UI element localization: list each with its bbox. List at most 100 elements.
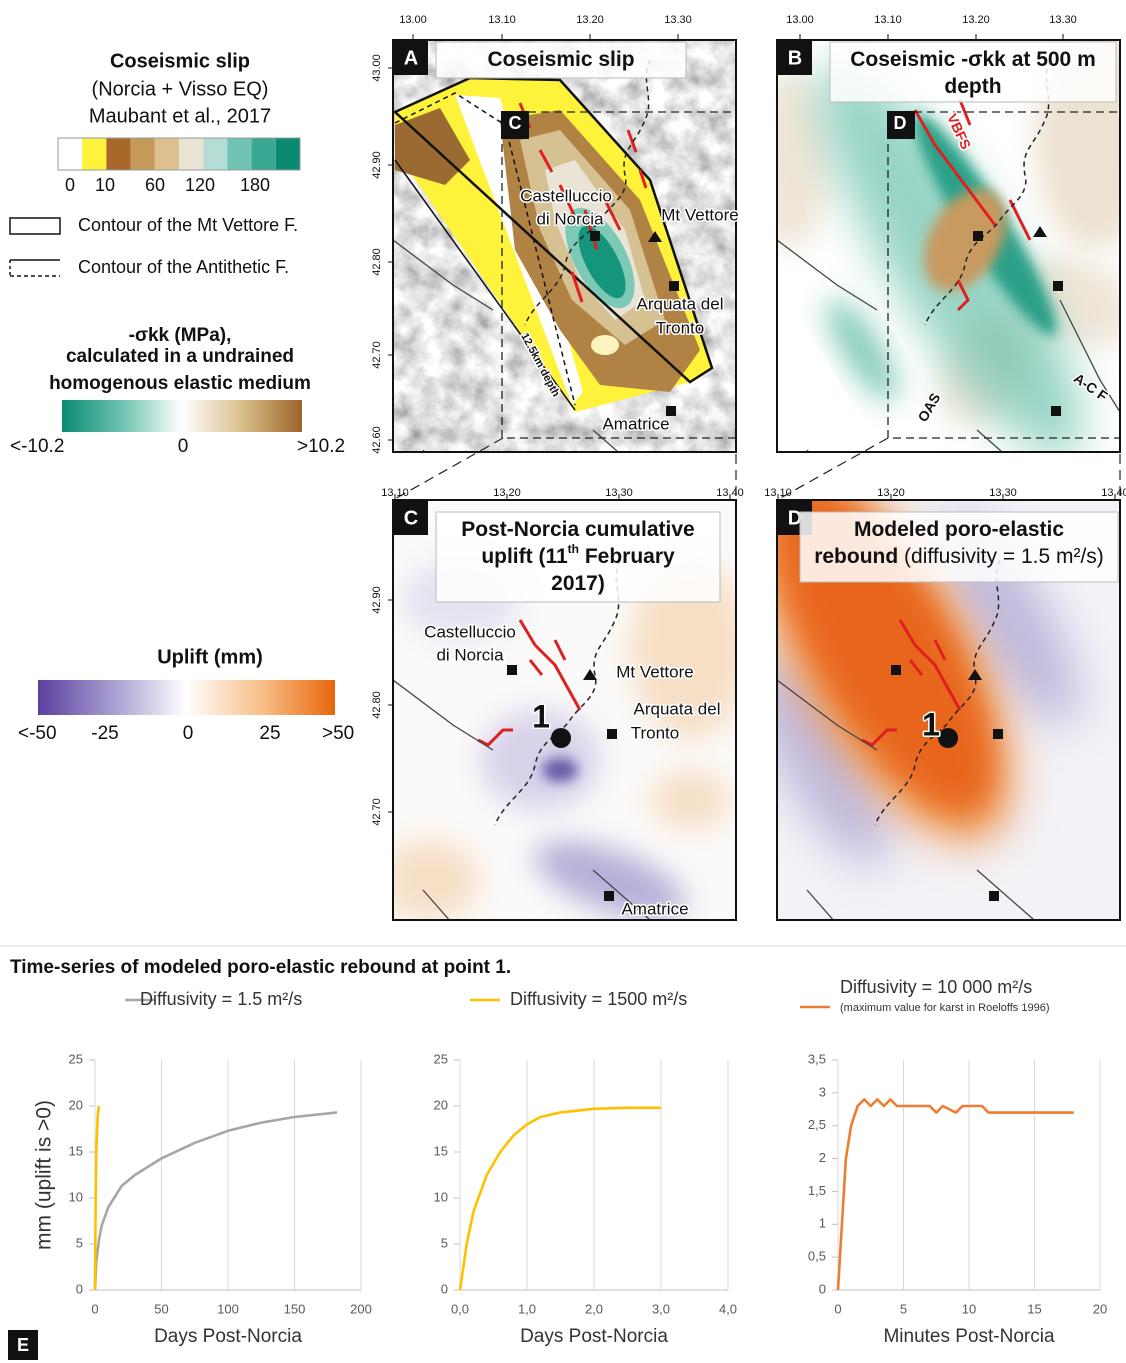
- map-tick-label: 43.00: [371, 54, 383, 82]
- title-part: th: [568, 542, 579, 556]
- label: 0: [65, 175, 75, 195]
- series-line: [95, 1112, 337, 1290]
- label: -25: [91, 723, 118, 744]
- point-marker: [938, 728, 958, 748]
- series-line: [460, 1108, 661, 1290]
- y-tick-label: 5: [441, 1235, 448, 1250]
- x-tick-label: 15: [1027, 1301, 1041, 1316]
- x-tick-label: 2,0: [585, 1301, 603, 1316]
- y-tick-label: 15: [434, 1143, 448, 1158]
- color-key: [58, 138, 82, 170]
- panel-title: depth: [944, 75, 1001, 98]
- map-label: Tronto: [656, 318, 705, 337]
- legend-label: Diffusivity = 1.5 m²/s: [140, 989, 302, 1009]
- y-tick-label: 1,5: [808, 1183, 826, 1198]
- y-tick-label: 20: [434, 1097, 448, 1112]
- label: (Norcia + Visso EQ): [92, 78, 269, 100]
- y-axis-label: mm (uplift is >0): [33, 1100, 56, 1250]
- label: >50: [322, 723, 354, 744]
- color-key: [155, 138, 179, 170]
- y-tick-label: 25: [69, 1051, 83, 1066]
- panel-title: Modeled poro-elastic: [854, 518, 1064, 541]
- label: 120: [185, 175, 215, 195]
- section-title: Time-series of modeled poro-elastic rebo…: [10, 957, 511, 978]
- title-part: (diffusivity = 1.5 m²/s): [898, 545, 1104, 568]
- label: 180: [240, 175, 270, 195]
- title-part: Coseismic -σkk at 500 m: [850, 48, 1096, 71]
- x-tick-label: 0,0: [451, 1301, 469, 1316]
- map-label: di Norcia: [436, 645, 504, 664]
- map-label: Arquata del: [634, 699, 721, 718]
- x-tick-label: 150: [284, 1301, 306, 1316]
- panel-title: 2017): [551, 572, 605, 595]
- color-key: [179, 138, 203, 170]
- title-part: February: [579, 545, 675, 568]
- y-tick-label: 10: [69, 1189, 83, 1204]
- label: 13.40: [1101, 487, 1126, 499]
- color-key: [203, 138, 227, 170]
- label: Contour of the Mt Vettore F.: [78, 215, 298, 235]
- y-tick-label: 0,5: [808, 1249, 826, 1264]
- label: 0: [178, 436, 189, 457]
- label: 13.30: [664, 14, 692, 26]
- map-label: Castelluccio: [424, 622, 516, 641]
- title-part: depth: [944, 75, 1001, 98]
- y-tick-label: 10: [434, 1189, 448, 1204]
- y-tick-label: 2: [819, 1150, 826, 1165]
- map-field: [380, 840, 480, 920]
- x-axis-label: Minutes Post-Norcia: [883, 1326, 1054, 1347]
- y-tick-label: 5: [76, 1235, 83, 1250]
- color-key: [252, 138, 276, 170]
- x-tick-label: 3,0: [652, 1301, 670, 1316]
- color-key: [131, 138, 155, 170]
- x-axis-label: Days Post-Norcia: [520, 1326, 668, 1347]
- label: <-50: [18, 723, 57, 744]
- panel-letter: A: [404, 47, 418, 69]
- map-body: [699, 421, 1120, 1000]
- label: 0: [183, 723, 194, 744]
- x-tick-label: 0: [91, 1301, 98, 1316]
- label: 13.00: [786, 14, 814, 26]
- y-tick-label: 25: [434, 1051, 448, 1066]
- map-tick-label: 42.90: [371, 151, 383, 179]
- x-tick-label: 200: [350, 1301, 372, 1316]
- town-marker: [1053, 281, 1063, 291]
- x-axis-label: Days Post-Norcia: [154, 1326, 302, 1347]
- town-marker: [973, 231, 983, 241]
- title-part: Post-Norcia cumulative: [461, 518, 694, 541]
- label: 13.20: [962, 14, 990, 26]
- y-tick-label: 3: [819, 1084, 826, 1099]
- label: 13.10: [488, 14, 516, 26]
- panel-letter: E: [17, 1335, 29, 1355]
- x-tick-label: 4,0: [719, 1301, 737, 1316]
- town-marker: [507, 665, 517, 675]
- color-key: [62, 400, 302, 432]
- label: Uplift (mm): [157, 646, 263, 668]
- map-tick-label: 42.70: [371, 798, 383, 826]
- map-tick-label: 42.70: [371, 341, 383, 369]
- map-label: C: [509, 113, 522, 133]
- point-marker: [551, 728, 571, 748]
- x-tick-label: 1,0: [518, 1301, 536, 1316]
- town-marker: [607, 729, 617, 739]
- label: 25: [259, 723, 280, 744]
- legend-label: Diffusivity = 10 000 m²/s: [840, 977, 1032, 997]
- map-field: [591, 335, 619, 355]
- map-label: Castelluccio: [520, 186, 612, 205]
- y-tick-label: 0: [76, 1281, 83, 1296]
- y-tick-label: 2,5: [808, 1117, 826, 1132]
- town-marker: [993, 729, 1003, 739]
- map-label: di Norcia: [536, 209, 604, 228]
- x-tick-label: 20: [1093, 1301, 1107, 1316]
- map-label: 1: [532, 698, 550, 734]
- panel-title: Coseismic -σkk at 500 m: [850, 48, 1096, 71]
- y-tick-label: 15: [69, 1143, 83, 1158]
- label: -σkk (MPa),: [129, 325, 232, 346]
- color-key: [276, 138, 300, 170]
- color-key: [227, 138, 251, 170]
- y-tick-label: 3,5: [808, 1051, 826, 1066]
- label: Coseismic slip: [110, 50, 250, 72]
- map-body: [750, 30, 1126, 560]
- panel-title: Post-Norcia cumulative: [461, 518, 694, 541]
- map-field: [750, 70, 830, 250]
